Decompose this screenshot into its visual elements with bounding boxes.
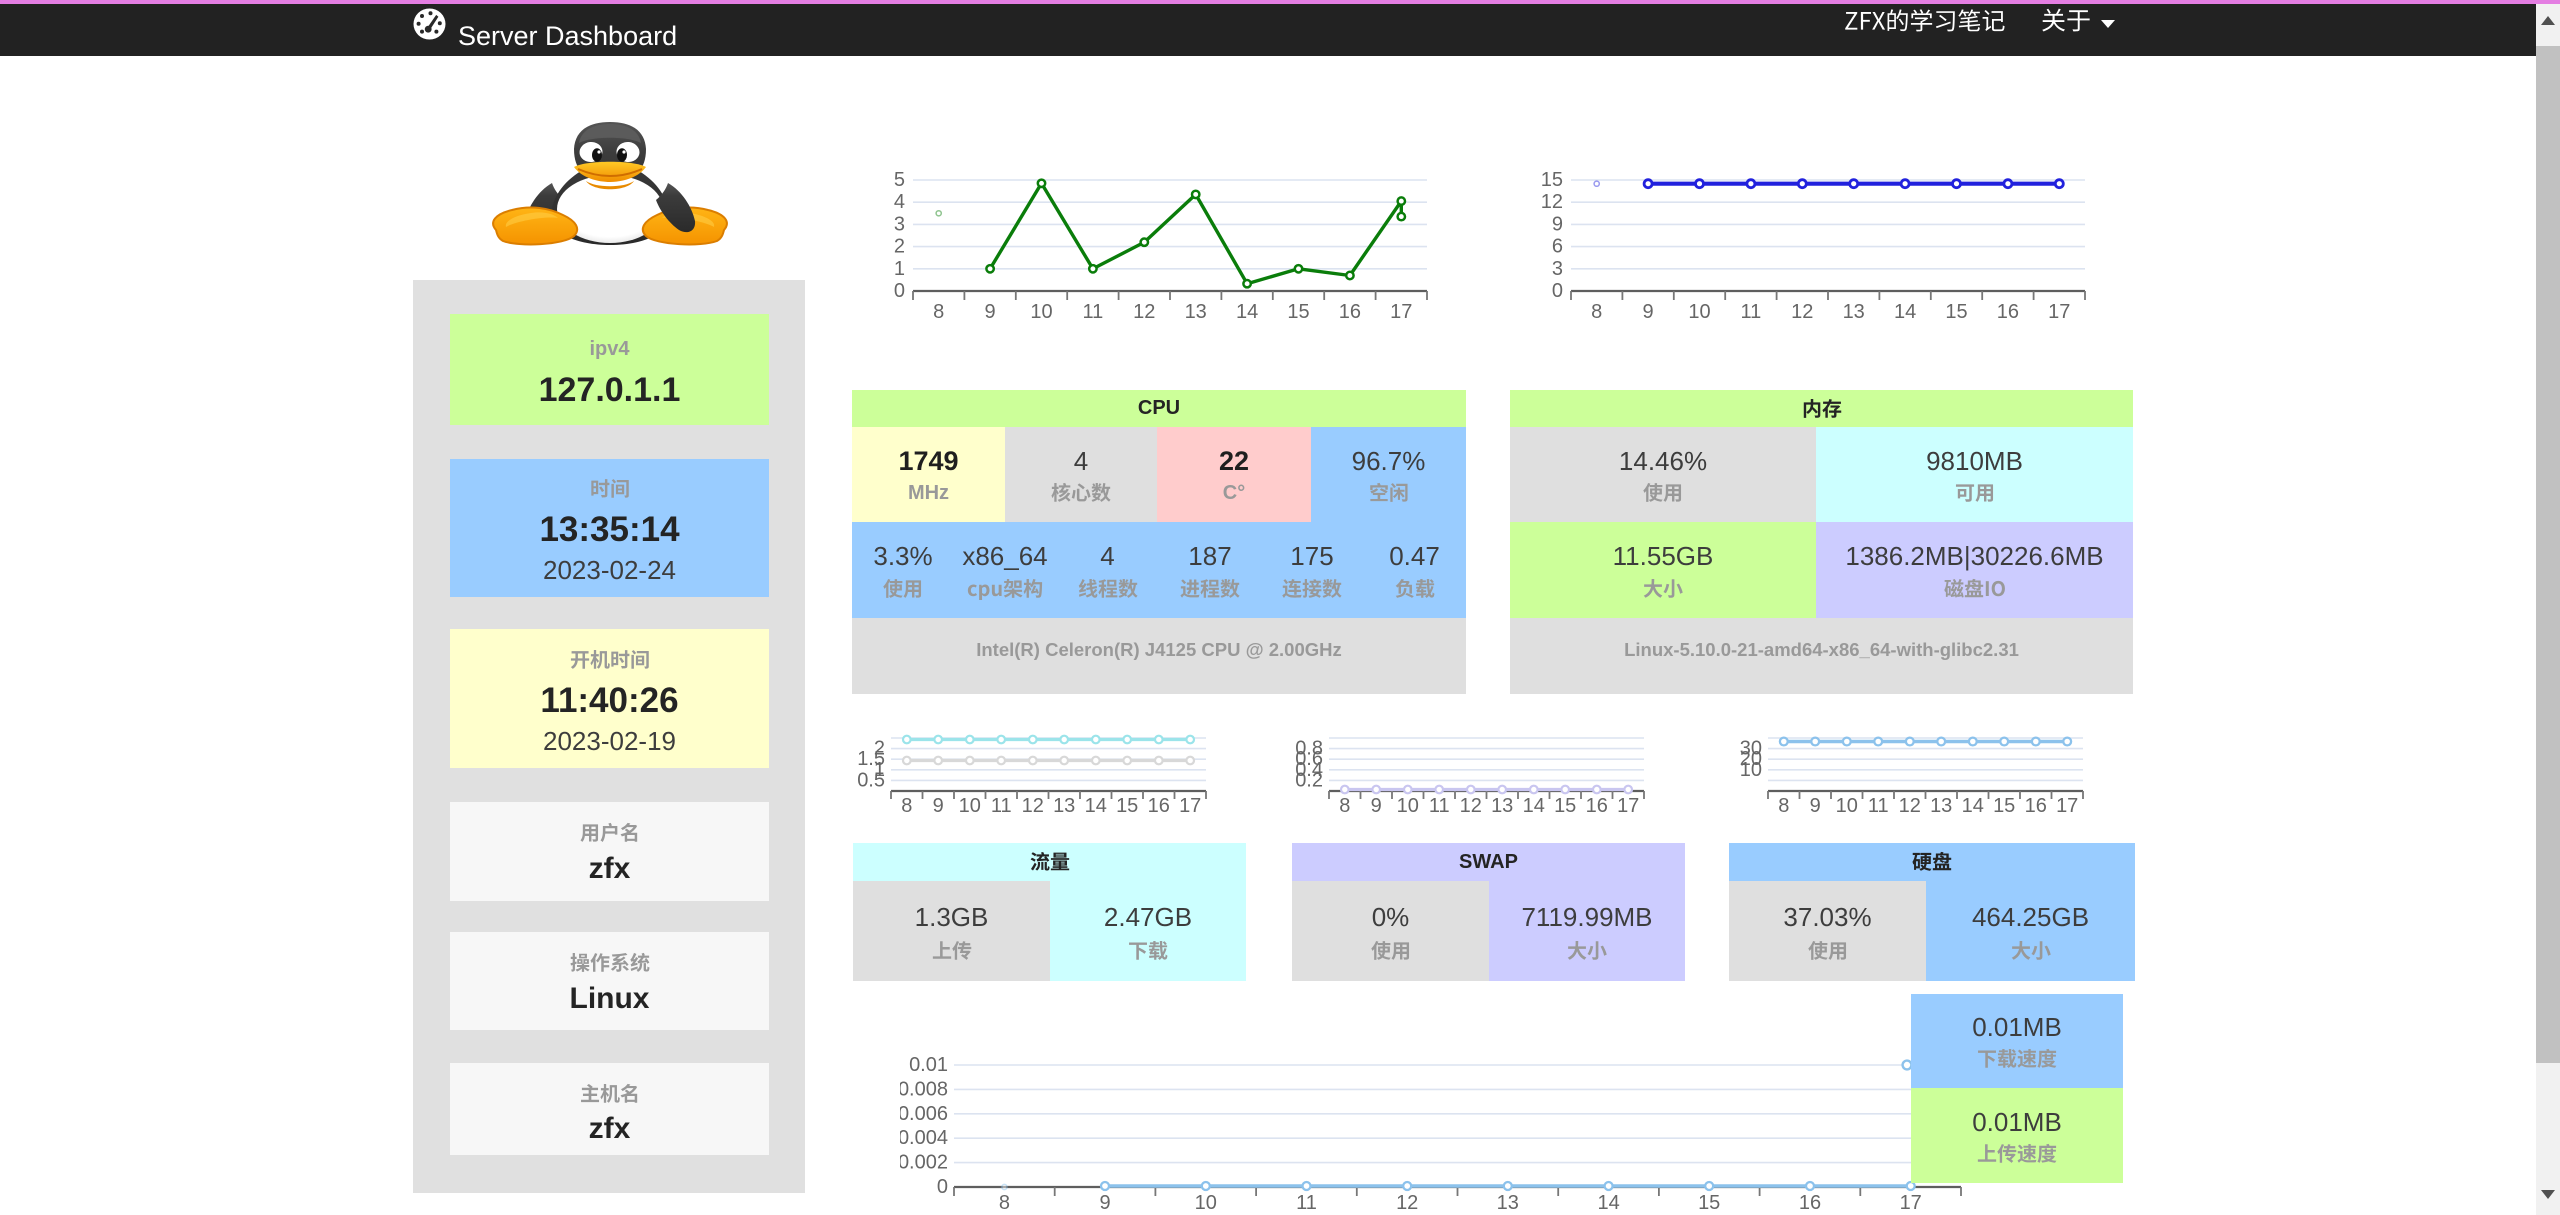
svg-text:6: 6 (1552, 236, 1563, 258)
svg-text:12: 12 (1460, 795, 1482, 817)
svg-text:16: 16 (1586, 795, 1608, 817)
svg-text:0.002: 0.002 (900, 1152, 948, 1174)
svg-text:0.008: 0.008 (900, 1078, 948, 1100)
svg-text:13: 13 (1497, 1192, 1519, 1214)
svg-text:14: 14 (1597, 1192, 1619, 1214)
svg-text:14: 14 (1962, 795, 1984, 817)
svg-text:17: 17 (2048, 301, 2070, 323)
svg-text:0.5: 0.5 (858, 769, 885, 791)
svg-text:9: 9 (1371, 795, 1382, 817)
svg-text:13: 13 (1930, 795, 1952, 817)
svg-text:16: 16 (1148, 795, 1170, 817)
svg-text:2: 2 (874, 738, 885, 760)
svg-text:0.2: 0.2 (1296, 769, 1323, 791)
svg-text:11: 11 (1083, 301, 1104, 323)
svg-text:15: 15 (1554, 795, 1576, 817)
svg-text:0.004: 0.004 (900, 1127, 948, 1149)
svg-text:0: 0 (937, 1176, 948, 1198)
svg-text:8: 8 (901, 795, 912, 817)
svg-text:9: 9 (1810, 795, 1821, 817)
svg-text:15: 15 (1116, 795, 1138, 817)
svg-text:15: 15 (1945, 301, 1967, 323)
svg-text:10: 10 (959, 795, 981, 817)
svg-text:14: 14 (1236, 301, 1258, 323)
svg-text:13: 13 (1185, 301, 1207, 323)
svg-text:8: 8 (1591, 301, 1602, 323)
svg-text:16: 16 (1997, 301, 2019, 323)
svg-text:10: 10 (1195, 1192, 1217, 1214)
svg-text:20: 20 (1740, 748, 1762, 770)
svg-text:9: 9 (985, 301, 996, 323)
svg-text:9: 9 (933, 795, 944, 817)
svg-text:15: 15 (1698, 1192, 1720, 1214)
svg-text:12: 12 (1396, 1192, 1418, 1214)
svg-text:10: 10 (1740, 759, 1762, 781)
svg-text:15: 15 (1993, 795, 2015, 817)
svg-text:17: 17 (1900, 1192, 1922, 1214)
svg-text:9: 9 (1643, 301, 1654, 323)
svg-text:12: 12 (1899, 795, 1921, 817)
svg-text:4: 4 (894, 191, 905, 213)
svg-text:13: 13 (1843, 301, 1865, 323)
svg-text:16: 16 (2025, 795, 2047, 817)
svg-text:10: 10 (1030, 301, 1052, 323)
svg-text:8: 8 (999, 1192, 1010, 1214)
svg-text:8: 8 (933, 301, 944, 323)
svg-text:3: 3 (894, 213, 905, 235)
svg-text:0.01: 0.01 (909, 1054, 948, 1076)
svg-text:13: 13 (1053, 795, 1075, 817)
svg-text:17: 17 (1390, 301, 1412, 323)
svg-text:16: 16 (1799, 1192, 1821, 1214)
svg-text:0.006: 0.006 (900, 1103, 948, 1125)
svg-text:12: 12 (1022, 795, 1044, 817)
svg-text:8: 8 (1778, 795, 1789, 817)
svg-text:12: 12 (1133, 301, 1155, 323)
svg-text:10: 10 (1397, 795, 1419, 817)
svg-text:11: 11 (1741, 301, 1762, 323)
svg-text:30: 30 (1740, 738, 1762, 760)
svg-text:14: 14 (1523, 795, 1545, 817)
svg-text:1: 1 (874, 759, 885, 781)
svg-text:0.8: 0.8 (1296, 738, 1323, 760)
svg-text:2: 2 (894, 236, 905, 258)
svg-text:17: 17 (2056, 795, 2078, 817)
svg-text:11: 11 (1296, 1192, 1317, 1214)
svg-text:13: 13 (1491, 795, 1513, 817)
svg-text:11: 11 (1429, 795, 1450, 817)
svg-text:0: 0 (894, 280, 905, 302)
svg-text:5: 5 (894, 169, 905, 191)
svg-text:1: 1 (894, 258, 905, 280)
svg-text:9: 9 (1099, 1192, 1110, 1214)
svg-text:0: 0 (1552, 280, 1563, 302)
svg-text:17: 17 (1179, 795, 1201, 817)
svg-text:15: 15 (1287, 301, 1309, 323)
svg-text:11: 11 (1868, 795, 1889, 817)
svg-text:12: 12 (1791, 301, 1813, 323)
svg-text:0.6: 0.6 (1296, 748, 1323, 770)
svg-text:9: 9 (1552, 213, 1563, 235)
svg-text:15: 15 (1541, 169, 1563, 191)
svg-text:14: 14 (1085, 795, 1107, 817)
svg-text:12: 12 (1541, 191, 1563, 213)
svg-text:11: 11 (991, 795, 1012, 817)
svg-text:3: 3 (1552, 258, 1563, 280)
svg-text:8: 8 (1339, 795, 1350, 817)
svg-text:1.5: 1.5 (858, 748, 885, 770)
svg-text:0.4: 0.4 (1296, 759, 1323, 781)
svg-text:10: 10 (1836, 795, 1858, 817)
svg-text:10: 10 (1688, 301, 1710, 323)
svg-text:16: 16 (1339, 301, 1361, 323)
svg-text:14: 14 (1894, 301, 1916, 323)
svg-text:17: 17 (1617, 795, 1639, 817)
